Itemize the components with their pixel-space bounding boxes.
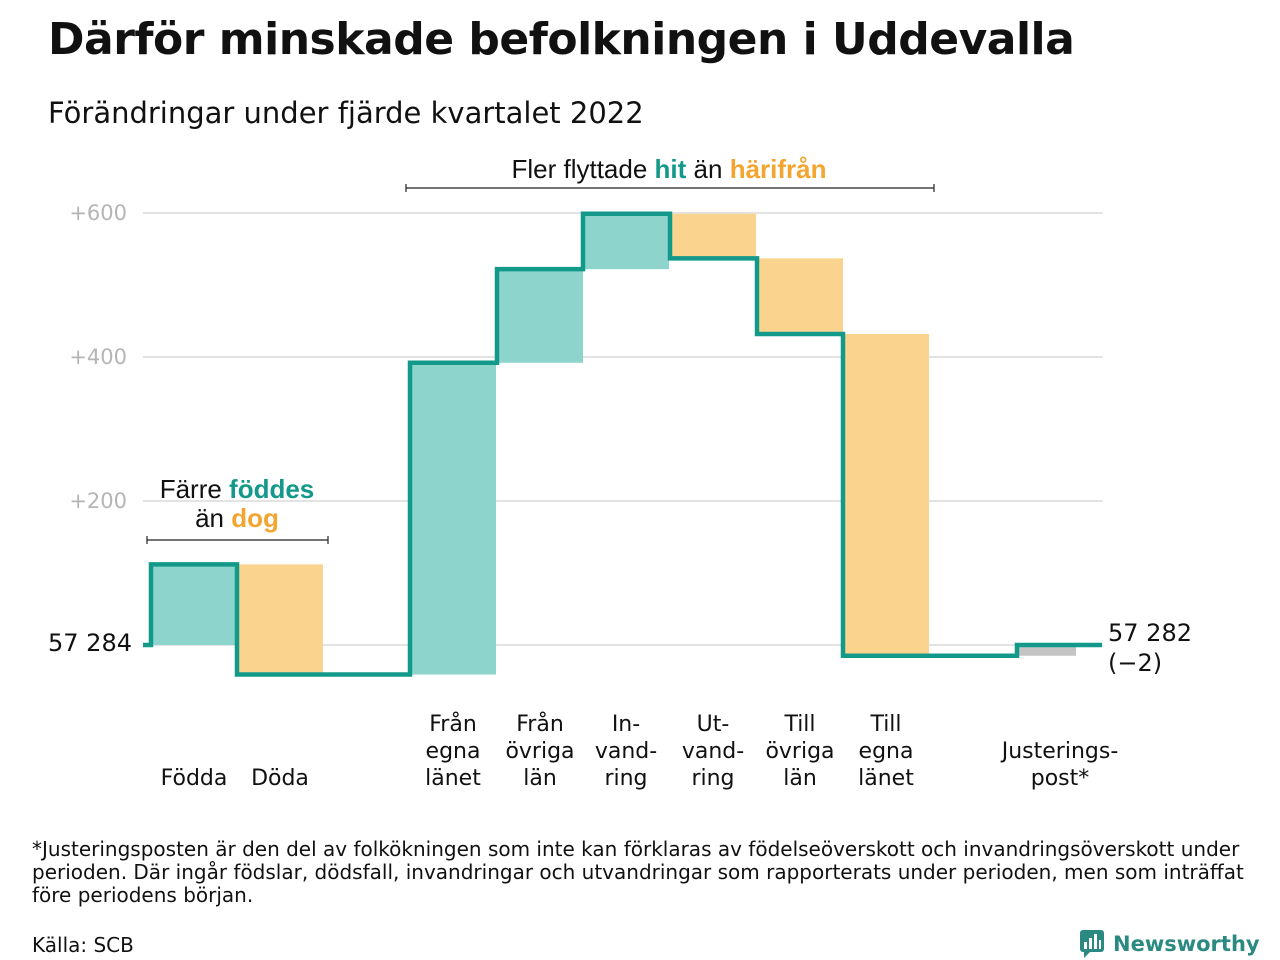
waterfall-bar — [151, 564, 237, 645]
waterfall-chart: +200 +400 +600 Födda Döda Från egna länet Från ö… — [48, 154, 1192, 791]
y-tick-label: +600 — [69, 201, 127, 225]
waterfall-bar — [670, 213, 756, 259]
category-label: Från övriga län — [505, 711, 574, 791]
waterfall-bar — [583, 213, 669, 270]
start-value-label: 57 284 — [48, 629, 132, 657]
category-label: Döda — [251, 766, 309, 791]
waterfall-bar — [1018, 645, 1076, 656]
brand-logo: Newsworthy — [1079, 928, 1260, 960]
y-tick-label: +200 — [69, 489, 127, 513]
waterfall-bar — [757, 258, 843, 334]
waterfall-bar — [843, 333, 929, 656]
end-change-label: (−2) — [1108, 649, 1162, 677]
category-label: Födda — [161, 766, 228, 791]
footnote: *Justeringsposten är den del av folkökni… — [32, 837, 1244, 907]
waterfall-bar — [237, 564, 323, 675]
bar-chart-speech-icon — [1080, 930, 1104, 958]
category-label: Från egna länet — [425, 711, 481, 791]
bar-layer — [151, 213, 1076, 675]
births-bracket — [146, 536, 329, 544]
brand-name: Newsworthy — [1113, 932, 1260, 956]
line-layer — [143, 211, 1102, 677]
births-annotation-line2: än dog — [195, 503, 279, 533]
migration-annotation: Fler flyttade hit än härifrån — [511, 154, 826, 184]
waterfall-bar — [497, 269, 583, 363]
chart-subtitle: Förändringar under fjärde kvartalet 2022 — [48, 96, 644, 130]
source-label: Källa: SCB — [32, 933, 134, 957]
category-label: Ut-vand-ring — [682, 712, 744, 791]
births-annotation-line1: Färre föddes — [160, 474, 315, 504]
category-labels: Födda Döda Från egna länet Från övriga län In-va… — [161, 711, 1119, 791]
category-label: Justerings-post* — [1000, 739, 1119, 791]
category-label: In-vand-ring — [595, 712, 657, 791]
migration-bracket — [405, 184, 935, 192]
category-label: Till egna länet — [858, 712, 914, 791]
waterfall-bar — [410, 362, 496, 675]
end-value-label: 57 282 — [1108, 619, 1192, 647]
chart-title: Därför minskade befolkningen i Uddevalla — [48, 14, 1075, 65]
category-label: Till övriga län — [765, 712, 834, 791]
running-total-line — [143, 211, 1102, 677]
y-tick-label: +400 — [69, 345, 127, 369]
